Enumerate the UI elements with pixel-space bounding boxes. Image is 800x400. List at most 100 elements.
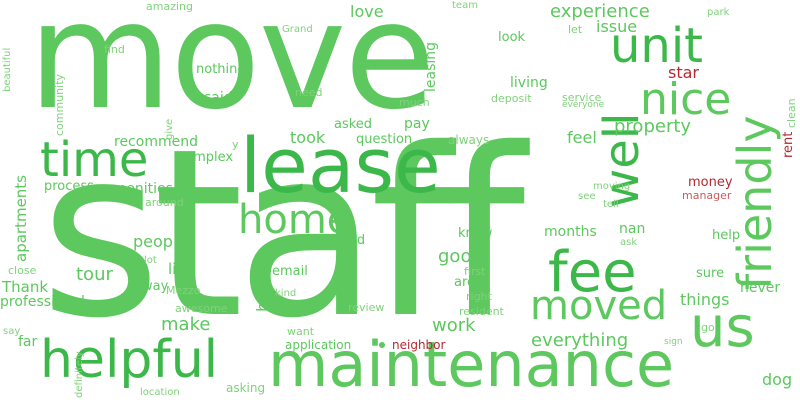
word-question: question bbox=[356, 132, 413, 147]
word-right: right bbox=[466, 290, 492, 303]
word-move: move bbox=[28, 0, 435, 142]
word-tell: tell bbox=[603, 199, 619, 210]
word-fee: fee bbox=[548, 240, 637, 305]
word-park: park bbox=[707, 7, 730, 18]
word-always: always bbox=[448, 133, 490, 147]
word-money: money bbox=[688, 175, 733, 190]
word-sure: sure bbox=[696, 266, 725, 281]
word-far: far bbox=[18, 334, 38, 350]
word-let: let bbox=[568, 23, 583, 36]
word-experience: experience bbox=[550, 1, 650, 22]
word-say: say bbox=[3, 326, 21, 337]
word-definitely: definitely bbox=[74, 351, 85, 398]
word-professional: professional bbox=[0, 294, 85, 310]
word-said: said bbox=[204, 90, 233, 106]
word-look: look bbox=[498, 30, 526, 45]
word-friendly: friendly bbox=[728, 115, 782, 290]
word-never: never bbox=[740, 280, 781, 296]
word-living: living bbox=[510, 75, 548, 91]
word-nice: nice bbox=[640, 74, 732, 125]
word-area: area bbox=[454, 275, 483, 290]
word-around: around bbox=[145, 196, 184, 209]
word-recommend: recommend bbox=[114, 134, 198, 150]
word-tour: tour bbox=[76, 264, 113, 285]
word-Mezzo: Mezzo bbox=[166, 284, 201, 297]
word-good: good bbox=[438, 246, 483, 267]
word-lease: lease bbox=[240, 121, 441, 210]
word-issue: issue bbox=[596, 17, 638, 36]
word-months: months bbox=[544, 224, 597, 240]
word-staff: staff bbox=[40, 99, 525, 369]
word-nothing: nothing bbox=[196, 62, 246, 77]
word-kind: kind bbox=[275, 288, 297, 299]
word-give: give bbox=[164, 118, 175, 140]
bullet-dot bbox=[379, 342, 385, 348]
word-lived: lived bbox=[334, 233, 366, 248]
word-make: make bbox=[161, 314, 211, 335]
word-email: email bbox=[272, 264, 308, 279]
word-location: location bbox=[140, 387, 180, 398]
word-sign: sign bbox=[664, 337, 683, 347]
word-took: took bbox=[290, 128, 326, 147]
word-unit: unit bbox=[610, 18, 703, 74]
word-love: love bbox=[350, 2, 384, 21]
word-awesome: awesome bbox=[175, 302, 228, 315]
word-pay: pay bbox=[404, 116, 430, 132]
word-property: property bbox=[614, 116, 692, 137]
word-neighbor: neighbor bbox=[392, 338, 446, 352]
word-manager: manager bbox=[682, 189, 732, 202]
word-beautiful: beautiful bbox=[2, 47, 13, 92]
word-resident: resident bbox=[459, 305, 504, 318]
word-rent: rent bbox=[781, 131, 796, 158]
word-y: y bbox=[232, 138, 239, 151]
word-dog: dog bbox=[762, 370, 793, 389]
word-feel: feel bbox=[567, 128, 597, 147]
word-need: need bbox=[295, 86, 323, 99]
word-work: work bbox=[432, 315, 476, 336]
word-much: much bbox=[399, 96, 430, 109]
word-lot: lot bbox=[144, 255, 157, 266]
word-way: way bbox=[142, 279, 169, 294]
word-process: process bbox=[44, 179, 94, 194]
word-helpful: helpful bbox=[40, 330, 219, 390]
word-clean: clean bbox=[785, 98, 798, 128]
word-back: back bbox=[253, 273, 272, 312]
word-amazing: amazing bbox=[146, 0, 193, 13]
word-first: first bbox=[464, 265, 486, 278]
word-see: see bbox=[578, 191, 596, 202]
word-service: service bbox=[562, 91, 602, 104]
word-moved: moved bbox=[530, 283, 668, 329]
word-want: want bbox=[287, 325, 315, 338]
word-asking: asking bbox=[226, 381, 266, 395]
word-moving: moving bbox=[593, 181, 631, 192]
word-application: application bbox=[285, 338, 352, 352]
word-close: close bbox=[8, 264, 37, 277]
word-community: community bbox=[53, 73, 66, 136]
word-apartments: apartments bbox=[12, 175, 30, 262]
word-maintenance: maintenance bbox=[268, 328, 675, 400]
word-help: help bbox=[712, 228, 741, 243]
word-us: us bbox=[690, 295, 755, 360]
word-Grand: Grand bbox=[282, 24, 313, 35]
word-live: live bbox=[168, 260, 195, 278]
word-asked: asked bbox=[334, 117, 373, 132]
word-everyone: everyone bbox=[562, 100, 605, 110]
word-ask: ask bbox=[620, 237, 638, 248]
word-Thank: Thank bbox=[2, 278, 49, 296]
word-star: star bbox=[668, 63, 699, 82]
word-go: go bbox=[701, 321, 715, 334]
word-amenities: amenities bbox=[104, 181, 173, 197]
word-home: home bbox=[238, 197, 352, 243]
word-deposit: deposit bbox=[491, 92, 532, 105]
word-complex: complex bbox=[178, 150, 234, 165]
word-review: review bbox=[348, 301, 385, 314]
word-know: know bbox=[458, 226, 493, 241]
word-find: find bbox=[104, 43, 125, 56]
word-people: people bbox=[133, 232, 188, 251]
word-time: time bbox=[40, 132, 149, 188]
word-team: team bbox=[452, 0, 478, 11]
word-things: things bbox=[680, 290, 730, 309]
word-leasing: leasing bbox=[423, 41, 439, 92]
word-nan: nan bbox=[619, 221, 646, 237]
